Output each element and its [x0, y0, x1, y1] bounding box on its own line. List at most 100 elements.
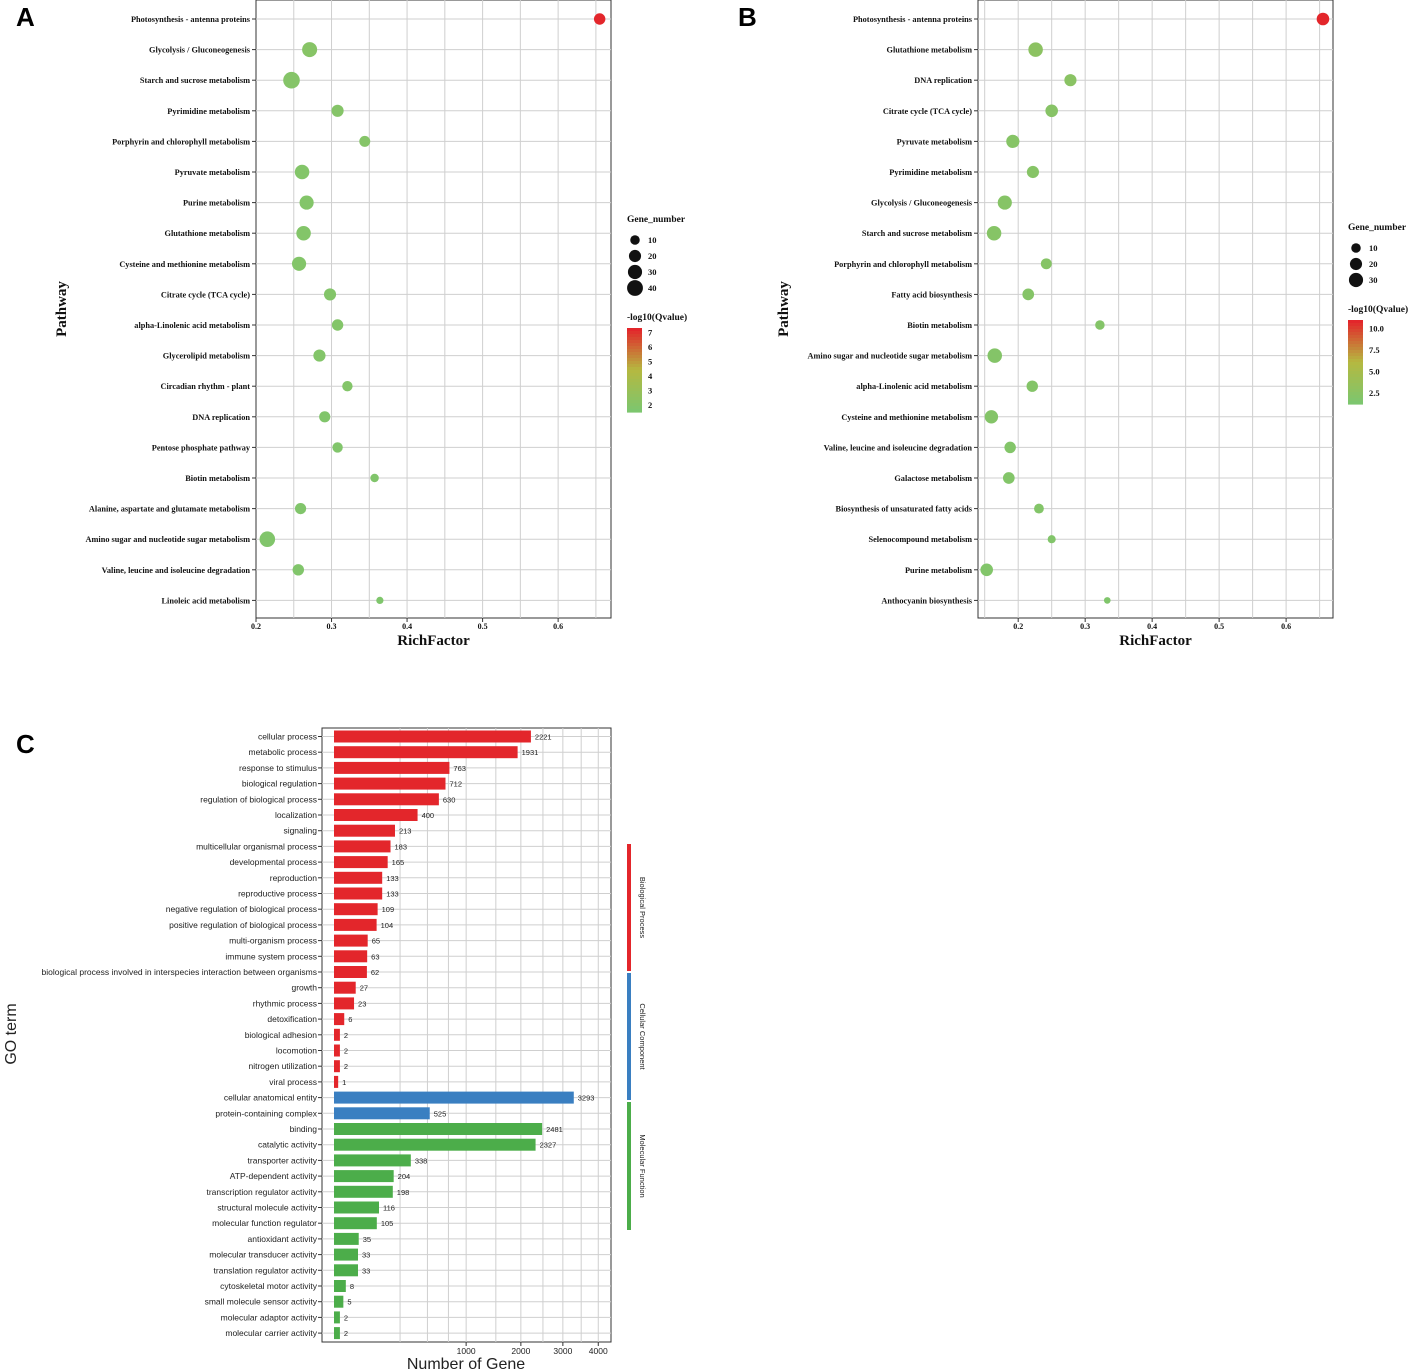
panel-b-colorbar-segment — [1348, 338, 1363, 342]
panel-c-term-label: localization — [275, 810, 317, 820]
panel-c-bar-value-label: 8 — [350, 1282, 354, 1291]
panel-c-bar-value-label: 104 — [381, 921, 394, 930]
panel-a-point — [294, 164, 310, 180]
panel-c-bar-value-label: 763 — [453, 764, 466, 773]
panel-label-c: C — [16, 729, 35, 759]
panel-a-color-legend-label: 4 — [648, 371, 653, 381]
panel-a-size-legend-key — [627, 280, 643, 296]
panel-a-colorbar-segment — [627, 352, 642, 356]
panel-a-colorbar-segment — [627, 340, 642, 344]
panel-b-pathway-label: DNA replication — [914, 76, 972, 85]
panel-c-term-label: metabolic process — [248, 747, 317, 757]
panel-b-color-legend-label: 10.0 — [1369, 324, 1384, 334]
panel-c-bar — [334, 887, 383, 900]
panel-c-bar — [334, 934, 368, 947]
panel-a-pathway-label: Pyrimidine metabolism — [167, 107, 250, 116]
panel-c-bar-value-label: 23 — [358, 999, 366, 1008]
panel-c-group-strip — [627, 844, 631, 971]
panel-c-bar — [334, 1154, 411, 1167]
panel-b-size-legend-label: 30 — [1369, 275, 1378, 285]
panel-c-bar-value-label: 2 — [344, 1031, 348, 1040]
panel-a-point — [342, 380, 353, 392]
panel-b-pathway-label: alpha-Linolenic acid metabolism — [856, 382, 972, 391]
panel-c-term-label: binding — [290, 1124, 318, 1134]
panel-c-term-label: antioxidant activity — [248, 1234, 318, 1244]
panel-c-bar — [334, 730, 531, 743]
panel-c-bar-value-label: 2 — [344, 1329, 348, 1338]
panel-a-pathway-label: Glycerolipid metabolism — [163, 352, 250, 361]
panel-c-bar — [334, 1075, 339, 1088]
panel-a-colorbar-segment — [627, 349, 642, 353]
panel-b-colorbar-segment — [1348, 356, 1363, 360]
panel-c-term-label: biological adhesion — [245, 1030, 318, 1040]
panel-c-bar — [334, 981, 356, 994]
panel-b-pathway-label: Amino sugar and nucleotide sugar metabol… — [808, 352, 973, 361]
panel-a-colorbar-segment — [627, 373, 642, 377]
panel-b-colorbar-segment — [1348, 359, 1363, 363]
panel-c-bar-value-label: 1931 — [522, 748, 539, 757]
panel-a-size-legend-label: 40 — [648, 283, 657, 293]
panel-c-bar-value-label: 33 — [362, 1251, 370, 1260]
panel-b-point — [1040, 258, 1052, 270]
panel-c-bar-value-label: 525 — [434, 1109, 447, 1118]
panel-c-term-label: viral process — [269, 1077, 317, 1087]
panel-c-x-axis-title: Number of Gene — [407, 1356, 525, 1372]
panel-c-group-strip — [627, 1102, 631, 1230]
panel-c-term-label: growth — [291, 983, 317, 993]
panel-c-x-tick-label: 3000 — [553, 1346, 572, 1356]
panel-a-point — [299, 195, 314, 210]
panel-a-pathway-label: Linoleic acid metabolism — [162, 596, 251, 605]
panel-a-pathway-label: Amino sugar and nucleotide sugar metabol… — [86, 535, 251, 544]
panel-b-point — [987, 348, 1003, 363]
panel-c-group-label: Cellular Component — [638, 1003, 647, 1070]
panel-a-colorbar-segment — [627, 391, 642, 395]
panel-c-bar-value-label: 105 — [381, 1219, 394, 1228]
panel-b-pathway-label: Biotin metabolism — [907, 321, 972, 330]
panel-c-bar — [334, 1295, 344, 1308]
panel-a-pathway-label: Starch and sucrose metabolism — [140, 76, 250, 85]
panel-a-color-legend-title: -log10(Qvalue) — [627, 312, 687, 323]
panel-b-colorbar-segment — [1348, 362, 1363, 366]
panel-c-term-label: cellular process — [258, 732, 317, 742]
panel-b-pathway-label: Galactose metabolism — [894, 474, 972, 483]
panel-c-bar — [334, 1107, 430, 1120]
panel-a-colorbar-segment — [627, 388, 642, 392]
panel-a-colorbar-segment — [627, 361, 642, 365]
panel-b-colorbar-segment — [1348, 386, 1363, 390]
panel-b-color-legend-label: 2.5 — [1369, 388, 1380, 398]
panel-a-colorbar-segment — [627, 358, 642, 362]
panel-c-bar-value-label: 27 — [360, 984, 368, 993]
panel-c-bar-value-label: 2 — [344, 1313, 348, 1322]
panel-b-pathway-label: Photosynthesis - antenna proteins — [853, 15, 973, 24]
panel-b-point — [1034, 503, 1044, 514]
panel-c-bar-value-label: 133 — [386, 874, 399, 883]
panel-a-pathway-label: Valine, leucine and isoleucine degradati… — [102, 566, 251, 575]
panel-c-term-label: positive regulation of biological proces… — [169, 920, 317, 930]
panel-b-pathway-label: Selenocompound metabolism — [869, 535, 973, 544]
panel-a-colorbar-segment — [627, 397, 642, 401]
panel-a-size-legend-label: 20 — [648, 251, 657, 261]
panel-a-colorbar-segment — [627, 343, 642, 347]
panel-b-point — [1064, 74, 1077, 87]
panel-c-y-axis-title: GO term — [3, 1003, 20, 1064]
panel-a-color-legend-label: 3 — [648, 385, 652, 395]
panel-a-point — [296, 225, 311, 241]
panel-b-pathway-label: Glycolysis / Gluconeogenesis — [871, 199, 973, 208]
panel-a-plot-area — [255, 0, 612, 619]
panel-c-bar — [334, 840, 391, 853]
panel-c-term-label: small molecule sensor activity — [205, 1297, 318, 1307]
panel-c-group-label: Molecular Function — [638, 1134, 647, 1197]
panel-c-bar — [334, 1013, 345, 1026]
panel-c-bar-value-label: 400 — [422, 811, 435, 820]
panel-label-a: A — [16, 2, 35, 32]
panel-b-point — [1022, 288, 1035, 301]
panel-b-point — [986, 225, 1002, 241]
panel-c-term-label: reproduction — [270, 873, 318, 883]
panel-c-bar — [334, 1123, 543, 1135]
panel-c-term-label: regulation of biological process — [200, 794, 317, 804]
panel-a-pathway-label: Purine metabolism — [183, 199, 250, 208]
panel-b-pathway-label: Biosynthesis of unsaturated fatty acids — [836, 505, 973, 514]
panel-c-bar-value-label: 1 — [342, 1078, 346, 1087]
panel-c-term-label: cellular anatomical entity — [224, 1093, 318, 1103]
panel-c-bar-value-label: 3293 — [578, 1094, 595, 1103]
